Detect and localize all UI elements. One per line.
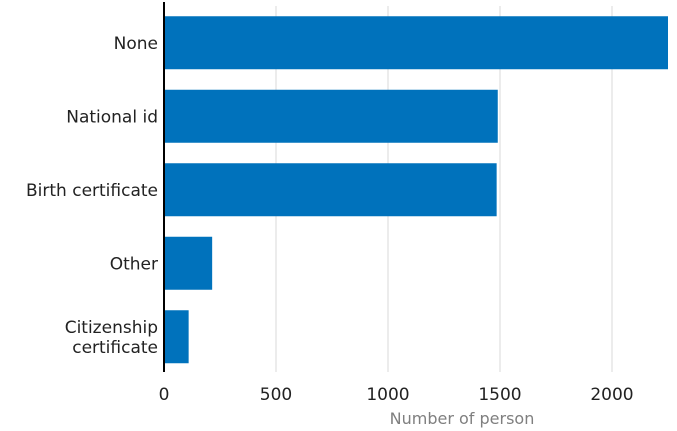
category-label-citizenship-certificate: Citizenship certificate	[65, 318, 158, 358]
bar-citizenship-certificate	[164, 310, 189, 364]
category-label-birth-certificate: Birth certificate	[26, 181, 158, 201]
x-tick-label-1000: 1000	[366, 385, 409, 405]
bar-birth-certificate	[164, 163, 497, 217]
category-label-national-id: National id	[66, 107, 158, 127]
x-tick-label-1500: 1500	[478, 385, 521, 405]
x-tick-label-500: 500	[260, 385, 292, 405]
category-labels: None National id Birth certificate Other Cit…	[26, 34, 158, 358]
bar-national-id	[164, 89, 498, 143]
bars	[164, 16, 668, 364]
category-label-other: Other	[110, 254, 158, 274]
x-tick-labels: 0 500 1000 1500 2000	[159, 385, 634, 405]
bar-none	[164, 16, 668, 70]
x-tick-label-0: 0	[159, 385, 170, 405]
x-axis-title: Number of person	[390, 409, 535, 428]
bar-other	[164, 236, 213, 290]
x-tick-label-2000: 2000	[590, 385, 633, 405]
category-label-none: None	[114, 34, 158, 54]
